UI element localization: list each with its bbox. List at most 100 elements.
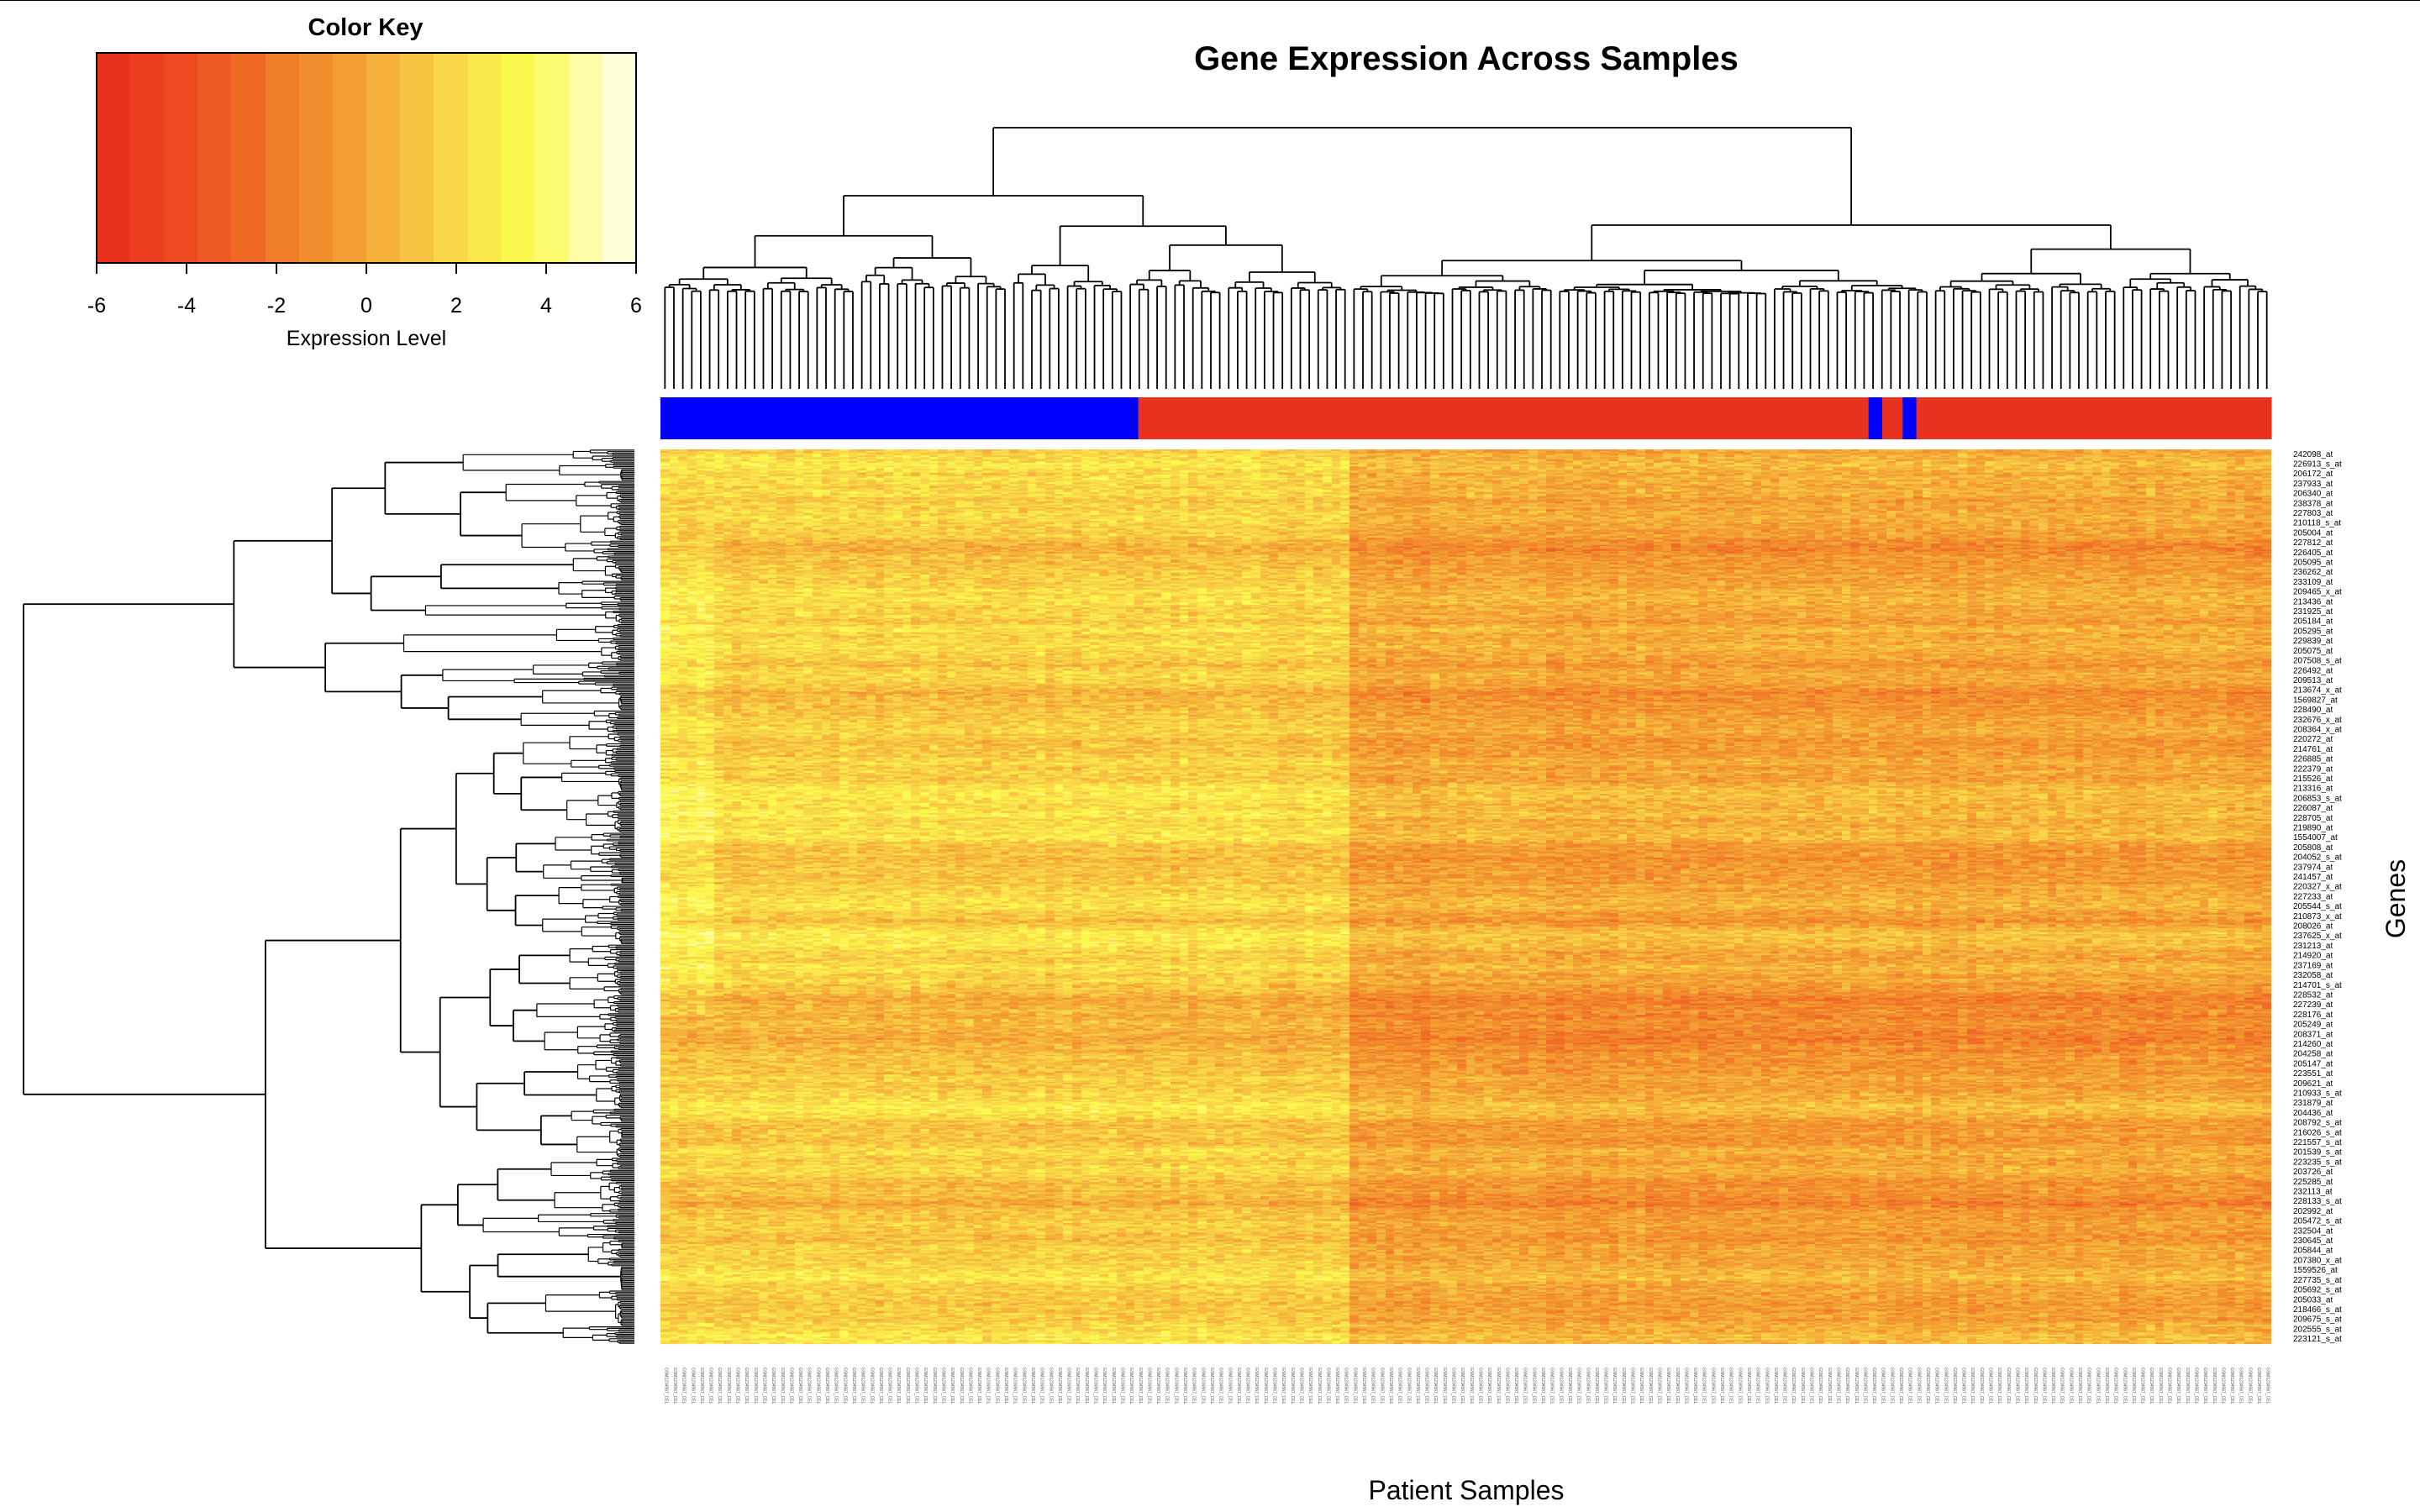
sample-label: GSM1234567_CEL: [896, 1368, 901, 1404]
gene-label: 205004_at: [2293, 528, 2333, 538]
sample-label: GSM1234567_CEL: [1361, 1368, 1366, 1404]
sample-label: GSM1234567_CEL: [1916, 1368, 1921, 1404]
gene-label: 204436_at: [2293, 1109, 2333, 1118]
sample-label: GSM1234567_CEL: [1639, 1368, 1644, 1404]
color-key: Color Key -6 -4 -2 0 2 4 6 Expression Level: [87, 14, 642, 350]
column-group-segment: [1868, 397, 1883, 439]
sample-label: GSM1234567_CEL: [1263, 1368, 1268, 1404]
sample-label: GSM1234567_CEL: [1344, 1368, 1349, 1404]
sample-label: GSM1234567_CEL: [1138, 1368, 1143, 1404]
sample-label: GSM1234567_CEL: [1934, 1368, 1939, 1404]
sample-label: GSM1234567_CEL: [887, 1368, 892, 1404]
sample-label: GSM1234567_CEL: [2140, 1368, 2145, 1404]
gene-label: 207508_s_at: [2293, 657, 2342, 666]
gene-label: 230645_at: [2293, 1236, 2333, 1246]
sample-label: GSM1234567_CEL: [807, 1368, 812, 1404]
sample-label: GSM1234567_CEL: [1245, 1368, 1250, 1404]
gene-label: 232676_x_at: [2293, 716, 2342, 725]
color-key-tick-label: 2: [450, 294, 462, 318]
sample-label: GSM1234567_CEL: [1415, 1368, 1420, 1404]
gene-label: 204052_s_at: [2293, 853, 2342, 863]
sample-label: GSM1234567_CEL: [1093, 1368, 1098, 1404]
sample-label: GSM1234567_CEL: [1388, 1368, 1393, 1404]
gene-label: 220272_at: [2293, 735, 2333, 744]
sample-label: GSM1234567_CEL: [1540, 1368, 1545, 1404]
sample-label: GSM1234567_CEL: [780, 1368, 785, 1404]
gene-label: 223121_s_at: [2293, 1335, 2342, 1344]
sample-label: GSM1234567_CEL: [1111, 1368, 1116, 1404]
sample-label: GSM1234567_CEL: [1442, 1368, 1447, 1404]
heatmap-cells: [660, 449, 2271, 1344]
sample-label: GSM1234567_CEL: [1719, 1368, 1724, 1404]
gene-label: 228490_at: [2293, 706, 2333, 715]
gene-label: 237933_at: [2293, 480, 2333, 489]
color-key-title: Color Key: [308, 14, 424, 41]
sample-label: GSM1234567_CEL: [1075, 1368, 1080, 1404]
gene-label: 233109_at: [2293, 578, 2333, 587]
color-key-cell: [434, 53, 468, 263]
sample-label: GSM1234567_CEL: [1128, 1368, 1134, 1404]
sample-label: GSM1234567_CEL: [1782, 1368, 1787, 1404]
gene-label: 219890_at: [2293, 824, 2333, 833]
sample-label: GSM1234567_CEL: [842, 1368, 847, 1404]
sample-label: GSM1234567_CEL: [932, 1368, 937, 1404]
sample-label: GSM1234567_CEL: [1325, 1368, 1330, 1404]
sample-label: GSM1234567_CEL: [1290, 1368, 1295, 1404]
gene-label: 205075_at: [2293, 647, 2333, 656]
color-key-cell: [265, 53, 300, 263]
sample-label: GSM1234567_CEL: [2113, 1368, 2118, 1404]
sample-label: GSM1234567_CEL: [1907, 1368, 1912, 1404]
color-key-gradient: [97, 53, 637, 263]
gene-label: 209465_x_at: [2293, 588, 2342, 597]
sample-label: GSM1234567_CEL: [1379, 1368, 1384, 1404]
color-key-cell: [501, 53, 536, 263]
sample-label: GSM1234567_CEL: [905, 1368, 910, 1404]
gene-label: 238378_at: [2293, 499, 2333, 508]
color-key-axis: -6 -4 -2 0 2 4 6: [87, 263, 642, 318]
color-key-cell: [467, 53, 502, 263]
gene-label: 241457_at: [2293, 873, 2333, 882]
sample-label: GSM1234567_CEL: [2220, 1368, 2225, 1404]
sample-label: GSM1234567_CEL: [1523, 1368, 1528, 1404]
sample-label: GSM1234567_CEL: [1585, 1368, 1590, 1404]
gene-label: 208364_x_at: [2293, 725, 2342, 734]
sample-label: GSM1234567_CEL: [1871, 1368, 1876, 1404]
sample-label: GSM1234567_CEL: [860, 1368, 865, 1404]
gene-label: 208026_at: [2293, 922, 2333, 932]
sample-label: GSM1234567_CEL: [1460, 1368, 1465, 1404]
sample-label: GSM1234567_CEL: [1317, 1368, 1322, 1404]
gene-label: 206340_at: [2293, 490, 2333, 499]
sample-label: GSM1234567_CEL: [869, 1368, 874, 1404]
sample-label: GSM1234567_CEL: [824, 1368, 829, 1404]
sample-label: GSM1234567_CEL: [753, 1368, 758, 1404]
column-group-segment: [1881, 397, 1903, 439]
sample-label: GSM1234567_CEL: [2256, 1368, 2261, 1404]
sample-label: GSM1234567_CEL: [1200, 1368, 1205, 1404]
sample-label: GSM1234567_CEL: [797, 1368, 802, 1404]
gene-label: 227239_at: [2293, 1000, 2333, 1010]
sample-label: GSM1234567_CEL: [1925, 1368, 1930, 1404]
sample-label: GSM1234567_CEL: [1003, 1368, 1008, 1404]
sample-label: GSM1234567_CEL: [681, 1368, 687, 1404]
sample-label: GSM1234567_CEL: [1504, 1368, 1509, 1404]
gene-label: 228705_at: [2293, 814, 2333, 823]
sample-label: GSM1234567_CEL: [2158, 1368, 2163, 1404]
gene-label: 231213_at: [2293, 942, 2333, 951]
sample-label: GSM1234567_CEL: [2185, 1368, 2190, 1404]
gene-label: 214761_at: [2293, 745, 2333, 754]
sample-label: GSM1234567_CEL: [1272, 1368, 1277, 1404]
color-key-xlabel: Expression Level: [287, 327, 446, 350]
gene-label: 229839_at: [2293, 637, 2333, 646]
sample-label: GSM1234567_CEL: [2095, 1368, 2100, 1404]
sample-label: GSM1234567_CEL: [1039, 1368, 1044, 1404]
sample-label: GSM1234567_CEL: [1603, 1368, 1608, 1404]
sample-label: GSM1234567_CEL: [1281, 1368, 1286, 1404]
gene-label: 214701_s_at: [2293, 981, 2342, 990]
sample-label: GSM1234567_CEL: [986, 1368, 991, 1404]
sample-label: GSM1234567_CEL: [1854, 1368, 1859, 1404]
gene-label: 220327_x_at: [2293, 883, 2342, 892]
sample-label: GSM1234567_CEL: [1352, 1368, 1357, 1404]
sample-label: GSM1234567_CEL: [1209, 1368, 1214, 1404]
sample-label: GSM1234567_CEL: [1630, 1368, 1635, 1404]
gene-label: 226087_at: [2293, 804, 2333, 813]
